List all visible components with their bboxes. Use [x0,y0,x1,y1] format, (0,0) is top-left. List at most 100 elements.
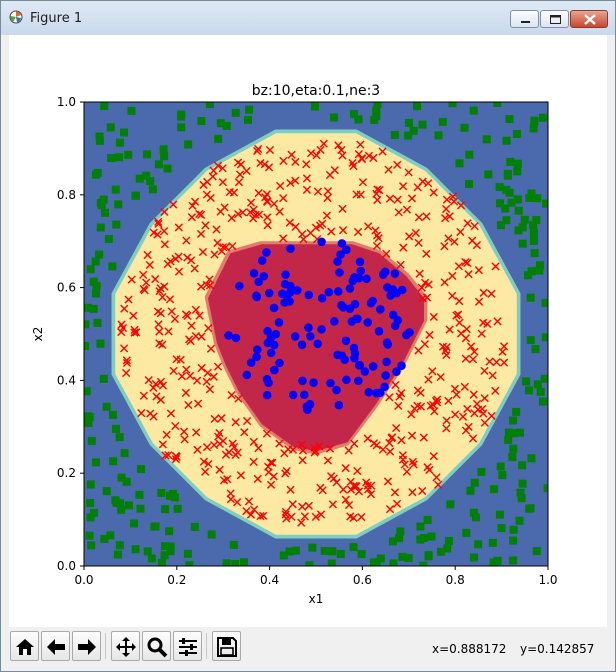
data-point-square [482,135,491,144]
data-point-circle [397,285,407,295]
data-point-x [448,271,457,280]
data-point-x [354,150,363,159]
data-point-square [205,102,214,109]
save-button[interactable] [212,631,241,661]
data-point-square [455,159,464,168]
forward-button[interactable] [72,631,101,661]
data-point-x [442,195,452,204]
data-point-x [218,178,227,187]
data-point-square [540,374,548,383]
data-point-square [117,505,126,514]
data-point-x [192,428,201,437]
data-point-square [388,537,397,546]
data-point-x [120,304,129,313]
plot-svg[interactable]: 0.0 0.2 0.4 0.6 0.8 1.0 0.0 0.2 0.4 0.6 0.8 1.0 bz:… [9,35,607,627]
data-point-square [115,153,124,162]
x-coordinate-readout: x=0.888172 [432,642,507,656]
data-point-x [204,324,213,333]
data-point-square [516,488,525,497]
data-point-x [196,282,206,291]
data-point-x [338,204,347,213]
data-point-square [106,123,115,132]
data-point-x [462,325,471,334]
data-point-x [156,377,166,386]
data-point-x [372,189,381,198]
data-point-square [135,174,144,183]
data-point-x [353,227,363,237]
zoom-button[interactable] [142,631,171,661]
data-point-square [532,547,541,556]
data-point-x [195,311,204,320]
maximize-button[interactable] [540,10,569,28]
data-point-x [325,170,335,180]
data-point-x [461,354,470,363]
minimize-button[interactable] [510,10,539,28]
data-point-x [249,437,258,446]
data-point-circle [354,376,363,386]
y-tick-label: 0.8 [57,188,76,202]
home-button[interactable] [10,631,39,661]
data-point-x [300,512,309,521]
data-point-circle [363,318,372,327]
data-point-x [472,241,482,250]
data-point-square [107,153,116,162]
data-point-square [207,530,216,539]
data-point-x [263,213,272,222]
data-point-x [256,158,265,168]
data-point-x [304,501,313,510]
data-point-square [146,177,155,186]
data-point-circle [354,361,364,370]
data-point-x [363,434,372,443]
data-point-square [136,465,145,474]
zoom-icon [147,637,168,658]
data-point-x [440,242,449,251]
data-point-circle [376,305,385,314]
data-point-square [513,159,522,168]
configure-subplots-button[interactable] [173,631,202,661]
data-point-square [111,496,120,505]
data-point-x [480,394,489,403]
data-point-circle [381,371,390,380]
title-bar[interactable]: Figure 1 [1,1,615,35]
data-point-square [131,545,140,554]
data-point-square [503,169,512,178]
data-point-square [173,504,182,513]
data-point-x [132,328,141,337]
data-point-square [466,486,475,495]
data-point-square [420,533,429,542]
data-point-square [104,235,113,244]
data-point-x [234,178,244,187]
data-point-x [227,391,236,400]
data-point-square [131,191,140,200]
data-point-square [114,200,123,209]
data-point-x [366,490,376,499]
data-point-circle [304,323,313,332]
data-point-x [311,512,320,522]
data-point-x [169,366,178,376]
data-point-x [256,511,265,521]
data-point-x [473,405,483,414]
data-point-x [416,388,425,397]
x-tick-label: 0.2 [167,573,186,587]
data-point-x [454,310,463,319]
data-point-square [240,558,249,566]
data-point-x [227,213,236,223]
data-point-circle [324,287,334,297]
data-point-x [279,194,288,203]
pan-button[interactable] [111,631,140,661]
data-point-circle [360,367,370,376]
data-point-x [206,344,216,353]
data-point-circle [235,281,244,291]
data-point-x [149,383,158,392]
back-button[interactable] [41,631,70,661]
data-point-x [407,431,417,440]
close-button[interactable] [570,10,608,28]
data-point-x [351,482,360,491]
data-point-x [229,442,239,452]
data-point-x [287,512,296,521]
figure-canvas[interactable]: 0.0 0.2 0.4 0.6 0.8 1.0 0.0 0.2 0.4 0.6 0.8 1.0 bz:… [9,35,607,627]
data-point-x [356,190,365,199]
data-point-x [323,187,333,196]
x-axis-label: x1 [309,592,324,606]
data-point-x [196,229,206,239]
